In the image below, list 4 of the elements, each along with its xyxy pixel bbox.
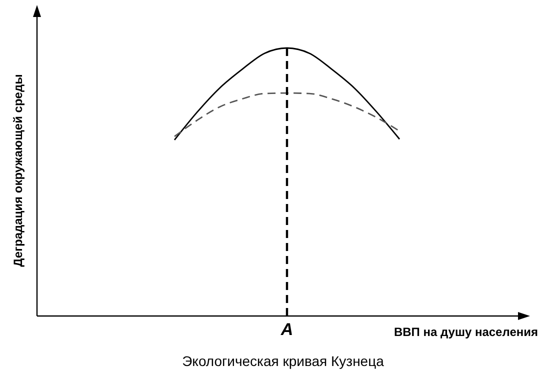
text: A: [280, 320, 294, 339]
text: Экологическая кривая Кузнеца: [182, 353, 384, 369]
y-axis-title: Деградация окружающей среды: [11, 74, 25, 267]
x-axis-title: ВВП на душу населения: [394, 325, 538, 339]
